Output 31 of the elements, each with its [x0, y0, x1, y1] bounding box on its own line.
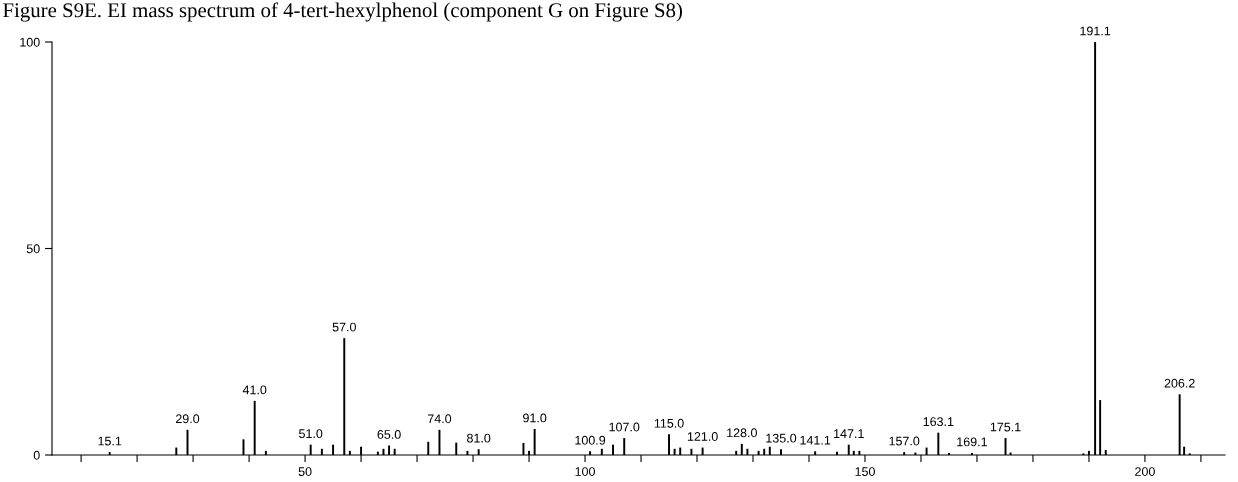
y-tick-label: 0 [33, 450, 40, 460]
annotation: 91.0 [523, 413, 547, 423]
annotation: 57.0 [332, 322, 356, 332]
annotation: 191.1 [1080, 26, 1111, 36]
annotation: 81.0 [467, 433, 491, 443]
annotation: 157.0 [889, 436, 920, 446]
y-tick-label: 50 [26, 244, 40, 254]
x-tick-label: 100 [575, 467, 595, 476]
x-tick-label: 200 [1135, 467, 1155, 476]
annotation: 175.1 [990, 422, 1021, 432]
x-tick-label: 150 [855, 467, 875, 476]
annotation: 51.0 [299, 429, 323, 439]
annotation: 135.0 [766, 433, 797, 443]
annotation: 206.2 [1164, 378, 1195, 388]
annotation: 41.0 [242, 385, 267, 395]
annotation: 74.0 [427, 414, 452, 424]
annotation: 163.1 [923, 417, 954, 427]
y-tick-label: 100 [20, 37, 40, 47]
annotation: 100.9 [575, 435, 606, 445]
annotation: 128.0 [727, 428, 757, 438]
annotation: 141.1 [800, 435, 831, 445]
annotation: 169.1 [957, 437, 987, 447]
annotation: 65.0 [377, 430, 401, 439]
annotation: 107.0 [609, 422, 640, 432]
annotation: 121.0 [687, 432, 718, 441]
annotation: 15.1 [98, 436, 122, 446]
x-tick-label: 50 [298, 467, 312, 476]
annotation: 29.0 [175, 414, 200, 424]
annotation: 115.0 [654, 418, 684, 428]
annotation: 147.1 [834, 429, 864, 438]
chart-title: Figure S9E. EI mass spectrum of 4-tert-hexylphenol (component G on Figure S8) [3, 2, 682, 22]
